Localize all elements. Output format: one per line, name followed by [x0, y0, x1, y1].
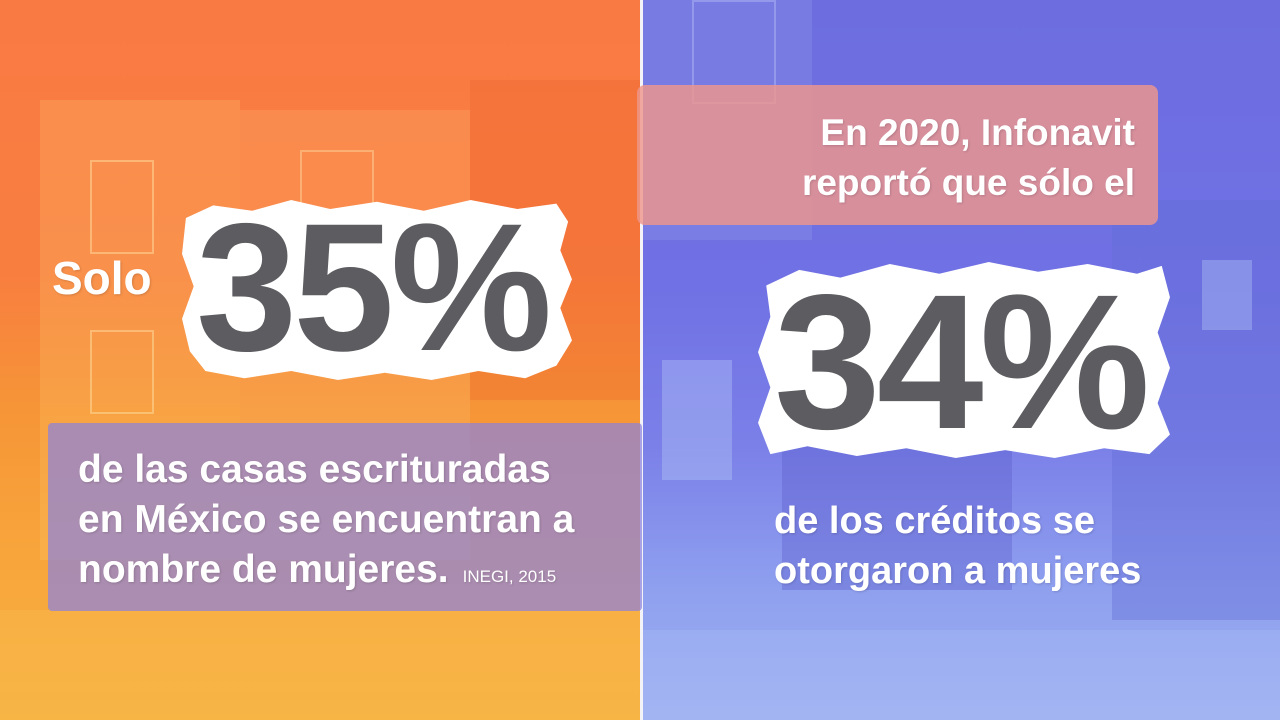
- right-percent-figure: 34%: [774, 254, 1150, 469]
- right-top-text: En 2020, Infonavit reportó que sólo el: [637, 108, 1135, 208]
- torn-paper-right: [758, 262, 1170, 458]
- right-caption-line: otorgaron a mujeres: [774, 550, 1142, 592]
- panel-divider: [640, 0, 643, 720]
- window-shape: [90, 160, 154, 254]
- ground-shape: [642, 630, 1280, 720]
- window-shape: [90, 330, 154, 414]
- right-top-box: [637, 85, 1158, 225]
- left-caption-box: [48, 423, 642, 611]
- right-top-line: reportó que sólo el: [801, 162, 1135, 203]
- left-percent-figure: 35%: [196, 185, 552, 389]
- window-shape: [1202, 260, 1252, 330]
- left-caption-line: en México se encuentran a: [78, 498, 575, 541]
- source-label: INEGI, 2015: [462, 567, 557, 586]
- left-caption-line-text: nombre de mujeres.: [78, 548, 449, 591]
- right-caption-line: de los créditos se: [774, 500, 1096, 542]
- window-shape: [662, 360, 732, 480]
- ground-shape: [0, 610, 642, 720]
- right-top-line: En 2020, Infonavit: [820, 112, 1135, 153]
- left-caption-line: nombre de mujeres. INEGI, 2015: [78, 545, 638, 602]
- left-caption: de las casas escrituradas en México se e…: [78, 445, 638, 602]
- left-caption-line: de las casas escrituradas: [78, 448, 551, 491]
- right-caption: de los créditos se otorgaron a mujeres: [774, 496, 1141, 596]
- torn-paper-left: [182, 200, 572, 380]
- solo-label: Solo: [52, 252, 152, 304]
